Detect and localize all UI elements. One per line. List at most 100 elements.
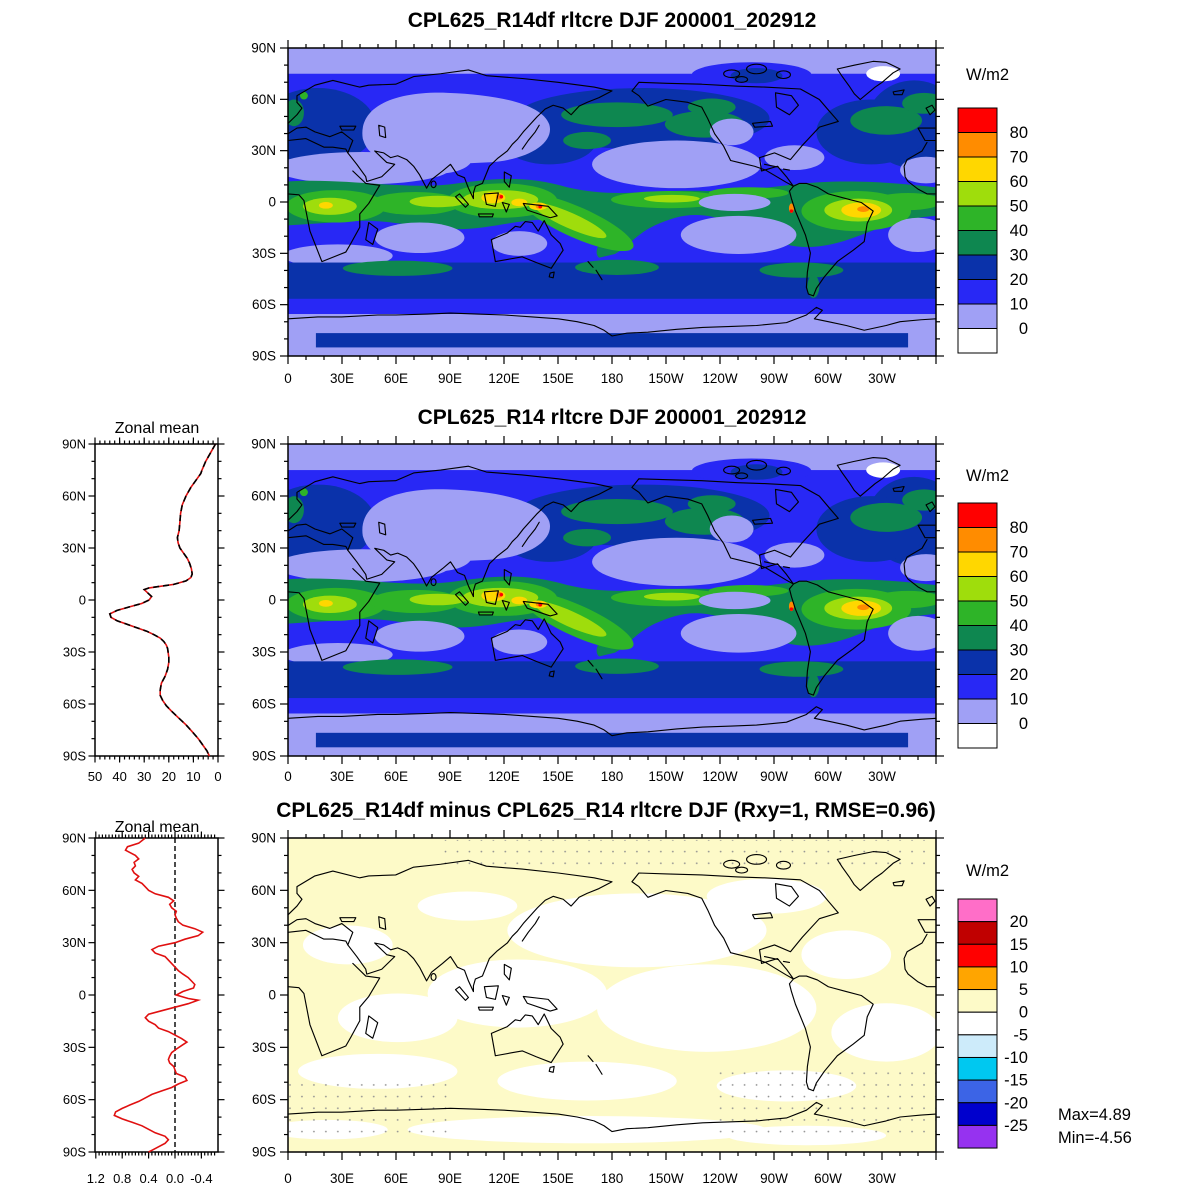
colorbar-swatch [957, 723, 998, 749]
lon-tick-label: 90E [438, 769, 462, 784]
panel2-zonal-title: Zonal mean [115, 420, 200, 437]
colorbar-swatch [957, 649, 998, 675]
colorbar-label: -5 [1013, 1026, 1028, 1044]
lon-tick-label: 150E [542, 1171, 574, 1186]
colorbar-label: 20 [1010, 271, 1028, 289]
lon-tick-label: 60W [814, 769, 842, 784]
colorbar-swatch [957, 303, 998, 329]
colorbar-swatch [957, 551, 998, 577]
colorbar-swatch [957, 898, 998, 923]
colorbar-label: 80 [1010, 519, 1028, 537]
lat-tick-label: 30S [252, 246, 276, 261]
colorbar-label: -15 [1004, 1072, 1028, 1090]
colorbar-label: 10 [1010, 691, 1028, 709]
colorbar-swatch [957, 132, 998, 158]
zonal-mean-curve-red [113, 837, 205, 1153]
zonal-lat-label: 60S [63, 697, 86, 712]
zonal-x-label: 20 [162, 769, 176, 784]
panel3-colorbar-units: W/m2 [966, 862, 1009, 880]
zonal-frame [94, 837, 219, 1153]
colorbar-swatch [957, 1102, 998, 1126]
zonal-lat-label: 60S [63, 1092, 86, 1107]
colorbar-swatch [957, 1124, 998, 1149]
panel3-title: CPL625_R14df minus CPL625_R14 rltcre DJF… [276, 799, 935, 822]
lat-tick-label: 0 [268, 988, 276, 1003]
panel3-colorbar: 20 15 10 5 0 -5 -10 -15 -20 -25 [957, 898, 1028, 1149]
zonal-x-label: 40 [112, 769, 126, 784]
colorbar-label: 0 [1019, 320, 1028, 338]
colorbar-swatch [957, 1034, 998, 1058]
colorbar-label: 40 [1010, 617, 1028, 635]
panel2: CPL625_R14 rltcre DJF 200001_202912 0 30E… [62, 406, 1028, 784]
panel1: CPL625_R14df rltcre DJF 200001_202912 0 3… [251, 9, 1028, 386]
colorbar-swatch [957, 989, 998, 1013]
colorbar-swatch [957, 943, 998, 968]
colorbar-swatch [957, 966, 998, 991]
colorbar-swatch [957, 107, 998, 133]
lat-tick-label: 60S [252, 1092, 276, 1107]
colorbar-swatch [957, 921, 998, 945]
panel2-zonal-plot: 50 40 30 20 10 0 90N 60N 30N 0 30S 60S 90S [62, 437, 225, 784]
lat-tick-label: 60N [251, 489, 276, 504]
colorbar-swatch [957, 254, 998, 280]
lat-tick-label: 30S [252, 645, 276, 660]
lon-tick-label: 60W [814, 1171, 842, 1186]
lon-tick-label: 120W [702, 1171, 738, 1186]
lat-tick-label: 60N [251, 92, 276, 107]
zonal-x-label: 30 [137, 769, 151, 784]
zonal-lat-label: 90S [63, 749, 86, 764]
lat-tick-label: 90N [251, 41, 276, 56]
colorbar-label: 0 [1019, 715, 1028, 733]
colorbar-swatch [957, 1079, 998, 1104]
colorbar-label: -20 [1004, 1094, 1028, 1112]
zonal-lat-label: 60N [62, 883, 86, 898]
lon-tick-label: 120E [488, 371, 520, 386]
zonal-x-label: 0.4 [140, 1171, 158, 1186]
zonal-x-label: 1.2 [87, 1171, 105, 1186]
lat-tick-label: 90S [252, 349, 276, 364]
colorbar-label: 20 [1010, 913, 1028, 931]
colorbar-swatch [957, 527, 998, 553]
colorbar-label: 20 [1010, 666, 1028, 684]
colorbar-swatch [957, 328, 998, 354]
panel1-axes: 0 30E 60E 90E 120E 150E 180 150W 120W 90W 60W 30W 90… [251, 40, 944, 386]
colorbar-swatch [957, 1011, 998, 1036]
colorbar-swatch [957, 674, 998, 700]
lon-tick-label: 90E [438, 1171, 462, 1186]
lon-tick-label: 150E [542, 371, 574, 386]
lat-tick-label: 30N [251, 935, 276, 950]
panel3-zonal-title: Zonal mean [115, 819, 200, 836]
lon-tick-label: 120W [702, 371, 738, 386]
colorbar-label: 10 [1010, 958, 1028, 976]
lon-tick-label: 0 [284, 371, 292, 386]
zonal-lat-label: 30S [63, 1040, 86, 1055]
zonal-lat-label: 0 [79, 988, 86, 1003]
lon-tick-label: 0 [284, 1171, 292, 1186]
zonal-lat-label: 90N [62, 437, 86, 452]
lat-tick-label: 60S [252, 697, 276, 712]
panel1-colorbar: 80 70 60 50 40 30 20 10 0 [957, 107, 1028, 354]
lat-tick-label: 90N [251, 831, 276, 846]
zonal-x-label: 0.0 [166, 1171, 184, 1186]
colorbar-swatch [957, 279, 998, 305]
zonal-x-label: 0 [214, 769, 221, 784]
zonal-lat-label: 90N [62, 831, 86, 846]
colorbar-label: 60 [1010, 568, 1028, 586]
colorbar-label: 70 [1010, 544, 1028, 562]
panel3-axes: 0 30E 60E 90E 120E 150E 180 150W 120W 90W 60W 30W 90… [251, 830, 944, 1186]
zonal-x-label: -0.4 [190, 1171, 212, 1186]
zonal-lat-label: 90S [63, 1145, 86, 1160]
lon-tick-label: 30E [330, 371, 354, 386]
zonal-lat-label: 60N [62, 489, 86, 504]
lon-tick-label: 90W [760, 1171, 788, 1186]
lon-tick-label: 120E [488, 1171, 520, 1186]
panel1-colorbar-units: W/m2 [966, 66, 1009, 84]
lat-tick-label: 30S [252, 1040, 276, 1055]
lon-tick-label: 60W [814, 371, 842, 386]
lon-tick-label: 60E [384, 371, 408, 386]
panel2-colorbar: 80 70 60 50 40 30 20 10 0 [957, 502, 1028, 749]
colorbar-swatch [957, 230, 998, 256]
zonal-x-label: 50 [88, 769, 102, 784]
